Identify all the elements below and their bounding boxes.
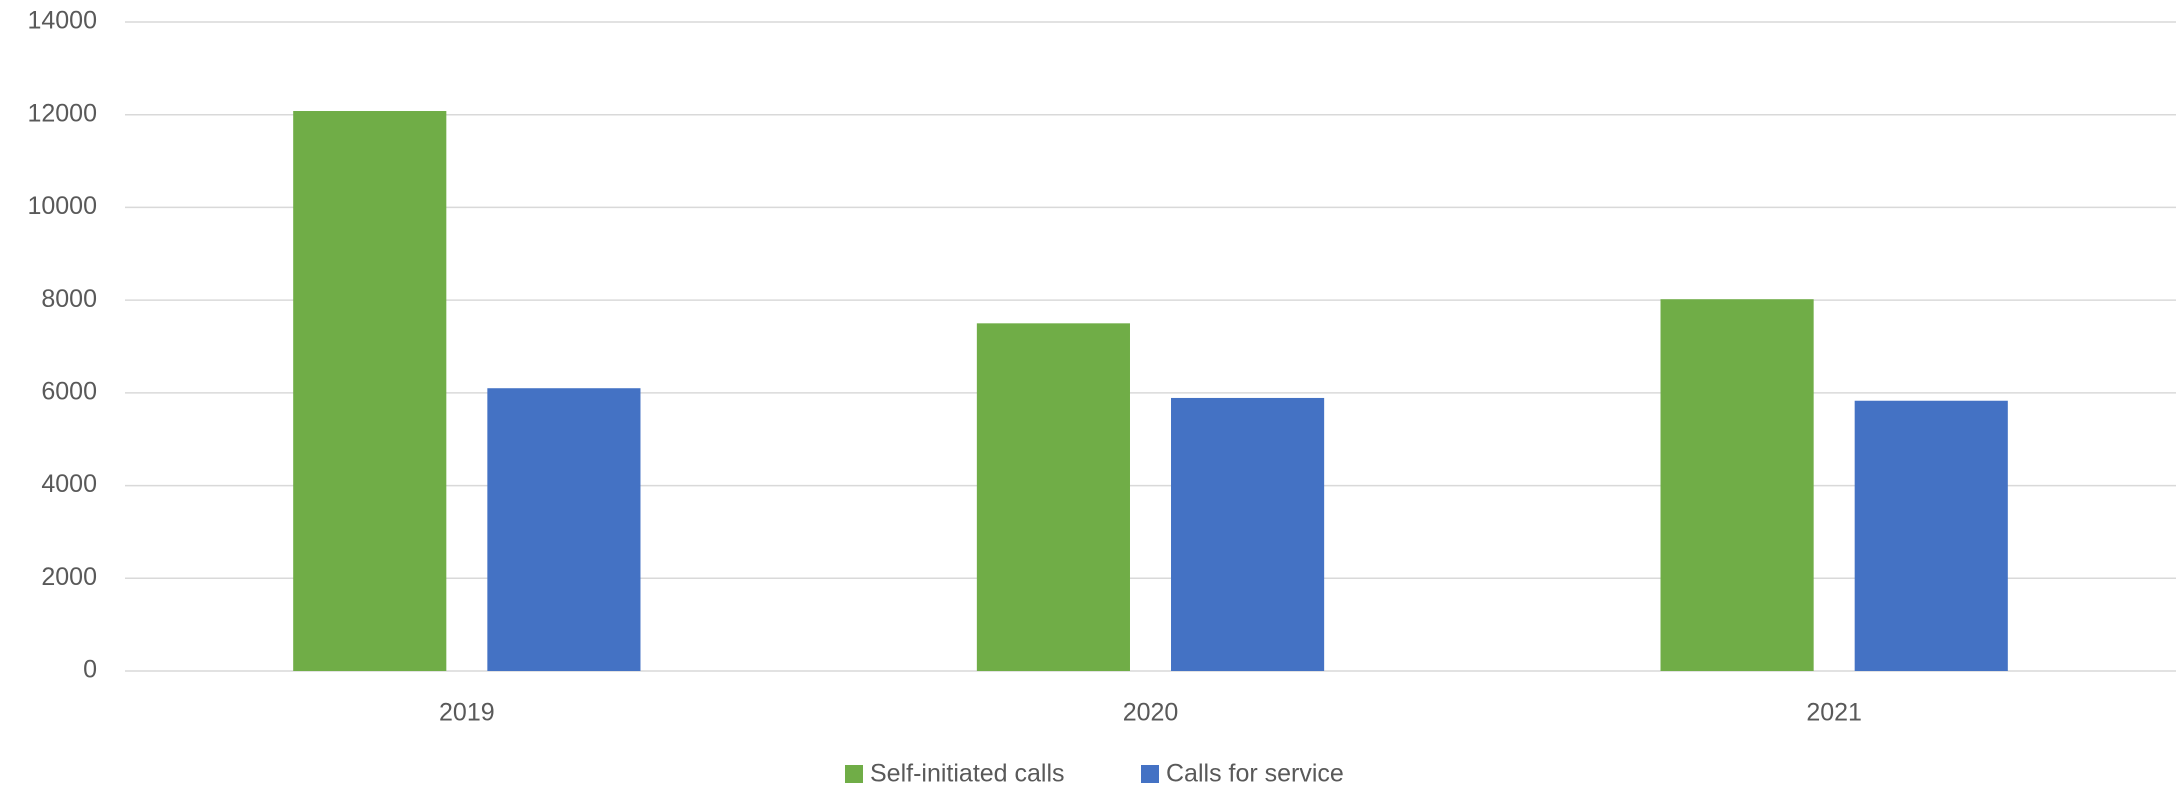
y-tick-label: 10000	[27, 192, 97, 220]
legend-swatch	[845, 765, 863, 783]
y-tick-label: 0	[83, 656, 97, 684]
y-tick-label: 6000	[41, 377, 97, 405]
bar	[293, 111, 447, 671]
legend-label: Calls for service	[1166, 760, 1344, 788]
y-tick-label: 4000	[41, 470, 97, 498]
y-tick-label: 2000	[41, 563, 97, 591]
x-tick-label: 2020	[1123, 699, 1179, 727]
legend-swatch	[1141, 765, 1159, 783]
y-tick-label: 14000	[27, 7, 97, 35]
bar	[1171, 397, 1325, 671]
x-tick-label: 2019	[439, 699, 495, 727]
x-tick-label: 2021	[1806, 699, 1862, 727]
bar	[1660, 299, 1814, 671]
y-tick-label: 8000	[41, 285, 97, 313]
bar	[976, 323, 1130, 671]
legend-label: Self-initiated calls	[870, 760, 1065, 788]
bar	[487, 388, 641, 671]
bar	[1854, 400, 2008, 671]
y-tick-label: 12000	[27, 99, 97, 127]
